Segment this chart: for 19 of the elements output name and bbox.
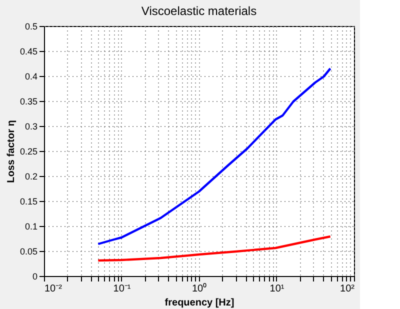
y-tick-label: 0.5 [24,22,38,32]
y-tick-label: 0.35 [20,96,38,106]
y-tick-label: 0.25 [20,146,38,156]
x-tick-label: 10⁰ [192,282,208,294]
y-tick-label: 0.15 [20,196,38,206]
y-tick-label: 0.05 [20,246,38,256]
y-tick-label: 0.45 [20,46,38,56]
y-tick-label: 0.1 [24,222,38,232]
x-axis-title: frequency [Hz] [164,298,234,308]
x-tick-label: 10¹ [270,284,285,294]
y-tick-label: 0.4 [24,72,38,82]
x-tick-label: 10⁻¹ [113,284,132,294]
y-tick-label: 0.2 [24,172,38,182]
y-tick-label: 0 [32,272,38,282]
chart-title: Viscoelastic materials [141,4,257,18]
x-tick-label: 10⁻² [44,284,63,294]
y-axis-title: Loss factor η [6,120,17,183]
y-tick-label: 0.3 [24,122,38,132]
x-tick-label: 10² [340,284,356,294]
